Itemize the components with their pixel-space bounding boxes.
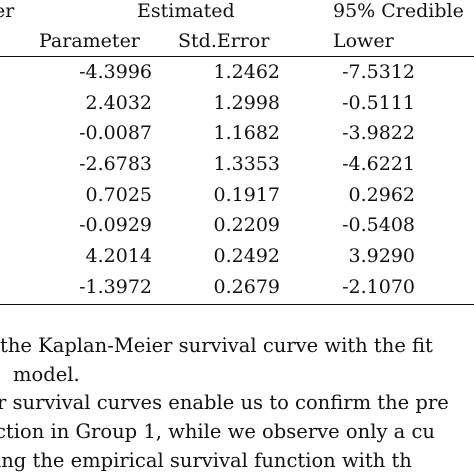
header-parameter: Parameter [39,30,140,52]
table-row-7-std-error: 0.2492 [213,245,280,267]
table-row-8-std-error: 0.2679 [213,276,280,298]
table-row-6-lower: -0.5408 [342,214,415,236]
table-row-3-lower: -3.9822 [342,122,415,144]
table-row-1-estimate: -4.3996 [79,61,152,83]
header-estimated: Estimated [137,0,235,22]
table-row-7-lower: 3.9290 [348,245,415,267]
table-row-8-lower: -2.1070 [342,276,415,298]
paragraph-line-3: r survival curves enable us to confirm t… [0,391,449,414]
table-bottom-rule [0,304,474,305]
table-header-rule [0,56,474,57]
table-row-5-lower: 0.2962 [348,184,415,206]
table-row-2-lower: -0.5111 [342,92,415,114]
table-row-4-std-error: 1.3353 [213,153,280,175]
header-col0-fragment: er [0,0,15,22]
paragraph-line-2: model. [13,363,80,386]
table-row-2-estimate: 2.4032 [85,92,152,114]
table-row-6-estimate: -0.0929 [79,214,152,236]
header-credible: 95% Credible [333,0,464,22]
table-row-2-std-error: 1.2998 [213,92,280,114]
header-std-error: Std.Error [178,30,270,52]
table-row-7-estimate: 4.2014 [85,245,152,267]
paragraph-line-5: ing the empirical survival function with… [0,449,412,472]
table-row-8-estimate: -1.3972 [79,276,152,298]
header-lower: Lower [333,30,394,52]
table-row-3-std-error: 1.1682 [213,122,280,144]
table-row-5-std-error: 0.1917 [213,184,280,206]
paragraph-line-1: the Kaplan-Meier survival curve with the… [0,334,433,357]
table-row-1-lower: -7.5312 [342,61,415,83]
paragraph-line-4: ction in Group 1, while we observe only … [0,420,435,443]
table-row-6-std-error: 0.2209 [213,214,280,236]
table-row-5-estimate: 0.7025 [85,184,152,206]
table-row-4-estimate: -2.6783 [79,153,152,175]
table-row-3-estimate: -0.0087 [79,122,152,144]
table-row-1-std-error: 1.2462 [213,61,280,83]
table-row-4-lower: -4.6221 [342,153,415,175]
